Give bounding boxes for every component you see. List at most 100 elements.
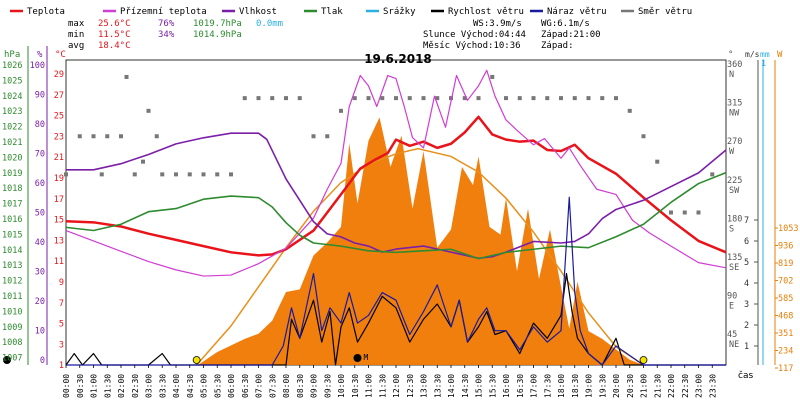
x-tick-label-29: 14:30 [461, 374, 470, 398]
dir-tick-label-2: 270 [727, 137, 742, 147]
info-sun: Slunce Východ:04:44 [423, 30, 526, 40]
series-line-3 [65, 171, 727, 260]
sunset-marker [639, 356, 648, 364]
temp-tick-label-6: 17 [54, 195, 64, 205]
x-tick-label-31: 15:30 [488, 374, 497, 398]
legend: Teplota Přízemní teplota Vlhkost Tlak Srážky… [10, 7, 692, 17]
x-tick-label-4: 02:00 [117, 374, 126, 398]
x-tick-label-8: 04:00 [172, 374, 181, 398]
dir-tick-label-6: 90 [727, 292, 737, 302]
hpa-tick-label-18: 1008 [2, 338, 22, 348]
wind-direction-mark-35 [490, 74, 495, 79]
x-tick-label-0: 00:00 [62, 374, 71, 398]
pct-tick-label-8: 20 [35, 297, 45, 307]
x-tick-label-41: 20:30 [626, 374, 635, 398]
hpa-tick-label-14: 1012 [2, 277, 22, 287]
hpa-tick-label-15: 1011 [2, 292, 22, 302]
temp-tick-label-8: 13 [54, 236, 64, 246]
legend-label-4: Srážky [383, 7, 416, 17]
hpa-tick-label-8: 1018 [2, 184, 22, 194]
x-tick-label-38: 19:00 [585, 374, 594, 398]
pct-tick-label-7: 30 [35, 268, 45, 278]
temp-tick-label-5: 19 [54, 174, 64, 184]
moonrise-marker [353, 354, 362, 362]
x-tick-label-3: 01:30 [103, 374, 112, 398]
mm-tick-label-0: 1 [761, 59, 766, 69]
x-tick-label-5: 02:30 [131, 374, 140, 398]
wind-direction-mark-39 [545, 96, 550, 101]
sunrise-marker [192, 356, 201, 364]
wind-direction-mark-42 [586, 96, 591, 101]
x-tick-label-6: 03:00 [145, 374, 154, 398]
stat-min_hum: 34% [158, 30, 175, 40]
series-line-1 [65, 69, 727, 277]
x-tick-label-26: 13:00 [420, 374, 429, 398]
pct-tick-label-9: 10 [35, 327, 45, 337]
legend-label-3: Tlak [321, 7, 343, 17]
wm2-tick-label-0: 1053 [778, 224, 798, 234]
x-tick-label-16: 08:00 [282, 374, 291, 398]
hpa-tick-label-5: 1021 [2, 138, 22, 148]
dir-name-label-3: SW [729, 186, 740, 196]
wind-direction-mark-22 [311, 134, 316, 139]
wind-direction-mark-16 [229, 172, 233, 177]
x-tick-label-47: 23:30 [708, 374, 717, 398]
wind-direction-mark-1 [77, 134, 82, 139]
wind-direction-mark-10 [154, 134, 159, 139]
x-tick-label-40: 20:00 [612, 374, 621, 398]
info-wg: WG:6.1m/s [541, 19, 590, 29]
x-tick-label-23: 11:30 [378, 374, 387, 398]
wm2-tick-label-5: 468 [778, 312, 793, 322]
dir-name-label-4: S [729, 224, 734, 234]
dir-name-label-7: NE [729, 340, 739, 350]
wind-direction-mark-47 [655, 159, 660, 164]
wm2-tick-label-8: 117 [778, 364, 793, 374]
dir-name-label-5: SE [729, 263, 739, 273]
dir-tick-label-4: 180 [727, 214, 742, 224]
stats-panel: max 25.6°C 76% 1019.7hPa 0.0mm min 11.5°C 34% 10… [68, 19, 283, 51]
dir-name-label-1: NW [729, 109, 740, 119]
wind-direction-mark-41 [572, 96, 577, 101]
temp-tick-label-14: 1 [59, 361, 64, 371]
info-moon: Měsíc Východ:10:36 [423, 41, 521, 51]
wind-direction-mark-51 [710, 172, 715, 177]
legend-label-2: Vlhkost [239, 7, 277, 17]
hpa-tick-label-13: 1013 [2, 261, 22, 271]
x-tick-label-21: 10:30 [351, 374, 360, 398]
mm-axis-label: mm [760, 50, 770, 59]
wind-direction-mark-6 [124, 74, 129, 79]
wind-direction-mark-46 [641, 134, 646, 139]
ms-tick-label-0: 7 [744, 216, 749, 226]
x-tick-label-46: 23:00 [695, 374, 704, 398]
wind-direction-mark-24 [339, 108, 343, 113]
x-tick-label-36: 18:00 [557, 374, 566, 398]
wind-direction-mark-7 [132, 172, 137, 177]
x-tick-label-14: 07:00 [255, 374, 264, 398]
temp-tick-label-12: 5 [59, 320, 64, 330]
stat-max_temp: 25.6°C [98, 19, 131, 29]
wind-direction-mark-15 [215, 172, 220, 177]
hpa-tick-label-19: 1007 [2, 354, 22, 364]
ms-tick-label-5: 2 [744, 321, 749, 331]
stat-max_label: max [68, 19, 85, 29]
pct-tick-label-6: 40 [35, 238, 45, 248]
series-line-0 [65, 115, 727, 257]
wind-direction-mark-44 [614, 96, 618, 101]
x-tick-label-20: 10:00 [337, 374, 346, 398]
wind-direction-mark-48 [669, 210, 673, 215]
x-tick-label-37: 18:30 [571, 374, 580, 398]
hpa-axis-label: hPa [4, 50, 20, 60]
temp-tick-label-1: 27 [54, 91, 64, 101]
x-tick-label-45: 22:30 [681, 374, 690, 398]
dir-name-label-2: W [729, 147, 735, 157]
stat-max_hum: 76% [158, 19, 175, 29]
wind-direction-mark-38 [531, 96, 536, 101]
hpa-tick-label-10: 1016 [2, 215, 22, 225]
temp-tick-label-9: 11 [54, 257, 64, 267]
legend-label-6: Náraz větru [547, 7, 607, 17]
hpa-tick-label-6: 1020 [2, 153, 22, 163]
wind-direction-mark-31 [435, 96, 440, 101]
wind-direction-mark-4 [105, 134, 110, 139]
pct-tick-label-0: 100 [30, 61, 45, 71]
